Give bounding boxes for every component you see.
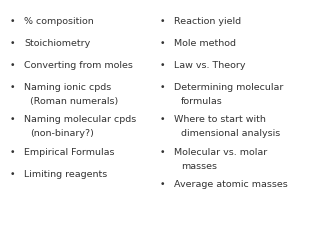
Text: •: •	[10, 148, 15, 157]
Text: formulas: formulas	[181, 97, 222, 106]
Text: •: •	[10, 39, 15, 48]
Text: •: •	[160, 17, 165, 26]
Text: Determining molecular: Determining molecular	[174, 83, 284, 92]
Text: •: •	[10, 17, 15, 26]
Text: Converting from moles: Converting from moles	[24, 61, 133, 70]
Text: •: •	[10, 83, 15, 92]
Text: •: •	[10, 61, 15, 70]
Text: Limiting reagents: Limiting reagents	[24, 170, 107, 179]
Text: •: •	[160, 61, 165, 70]
Text: Empirical Formulas: Empirical Formulas	[24, 148, 115, 157]
Text: Average atomic masses: Average atomic masses	[174, 180, 288, 189]
Text: •: •	[160, 39, 165, 48]
Text: % composition: % composition	[24, 17, 94, 26]
Text: (Roman numerals): (Roman numerals)	[30, 97, 119, 106]
Text: •: •	[160, 83, 165, 92]
Text: •: •	[10, 115, 15, 124]
Text: dimensional analysis: dimensional analysis	[181, 129, 280, 138]
Text: Naming molecular cpds: Naming molecular cpds	[24, 115, 136, 124]
Text: Law vs. Theory: Law vs. Theory	[174, 61, 246, 70]
Text: Naming ionic cpds: Naming ionic cpds	[24, 83, 111, 92]
Text: Where to start with: Where to start with	[174, 115, 266, 124]
Text: Mole method: Mole method	[174, 39, 236, 48]
Text: •: •	[160, 115, 165, 124]
Text: Molecular vs. molar: Molecular vs. molar	[174, 148, 268, 157]
Text: masses: masses	[181, 162, 217, 171]
Text: •: •	[10, 170, 15, 179]
Text: Stoichiometry: Stoichiometry	[24, 39, 90, 48]
Text: •: •	[160, 180, 165, 189]
Text: Reaction yield: Reaction yield	[174, 17, 242, 26]
Text: •: •	[160, 148, 165, 157]
Text: (non-binary?): (non-binary?)	[30, 129, 94, 138]
